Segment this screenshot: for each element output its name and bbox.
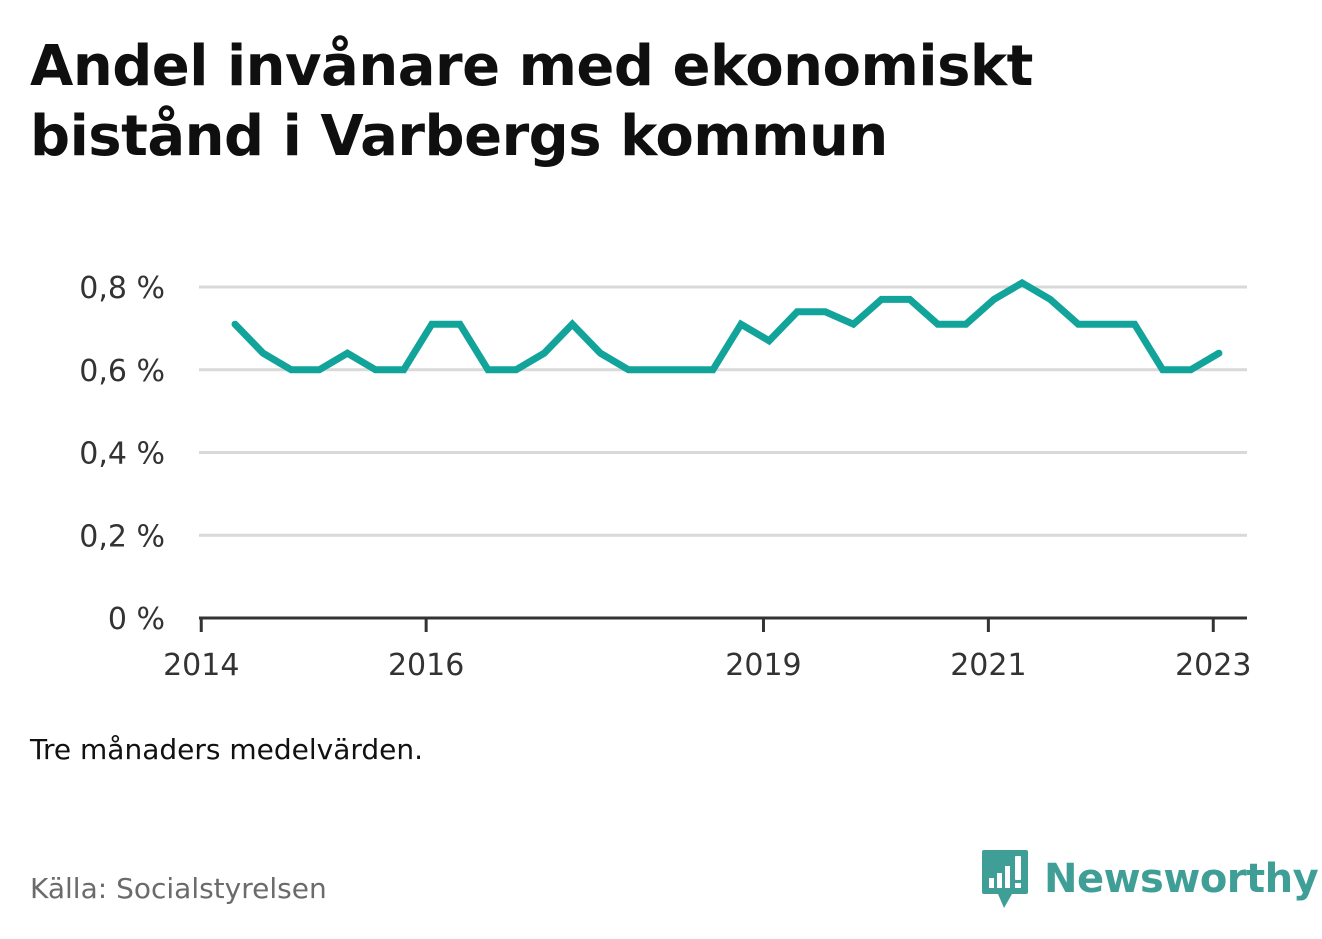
chart-title-line-2: bistånd i Varbergs kommun	[30, 104, 888, 169]
data-point	[544, 353, 545, 354]
data-point	[600, 353, 601, 354]
data-point	[459, 324, 460, 325]
data-point	[516, 369, 517, 370]
data-point	[937, 324, 938, 325]
series-line	[231, 278, 1223, 374]
x-axis	[199, 616, 1247, 632]
brand-name: Newsworthy	[1044, 856, 1319, 902]
x-tick-label: 2016	[388, 648, 464, 683]
data-point	[375, 369, 376, 370]
x-axis-tick-labels: 2014 2016 2019 2021 2023	[163, 648, 1251, 683]
chart-title-line-1: Andel invånare med ekonomiskt	[30, 34, 1033, 99]
data-point	[881, 299, 882, 300]
chart-note: Tre månaders medelvärden.	[30, 733, 424, 766]
data-point	[234, 324, 235, 325]
data-point	[1078, 324, 1079, 325]
data-point	[572, 324, 573, 325]
data-point	[1218, 353, 1219, 354]
series-layer	[231, 278, 1223, 374]
data-point	[769, 340, 770, 341]
data-point	[712, 369, 713, 370]
data-point	[993, 299, 994, 300]
y-tick-label: 0,8 %	[79, 271, 165, 306]
x-tick-label: 2019	[725, 648, 801, 683]
data-point	[319, 369, 320, 370]
data-point	[656, 369, 657, 370]
newsworthy-logo-icon	[982, 850, 1028, 908]
data-point	[797, 311, 798, 312]
data-point	[431, 324, 432, 325]
data-point	[740, 324, 741, 325]
data-point	[853, 324, 854, 325]
data-point	[825, 311, 826, 312]
x-tick-label: 2014	[163, 648, 239, 683]
data-point	[684, 369, 685, 370]
y-axis-tick-labels: 0 % 0,2 % 0,4 % 0,6 % 0,8 %	[79, 271, 165, 637]
source-credit: Källa: Socialstyrelsen	[30, 872, 327, 905]
y-tick-label: 0,6 %	[79, 354, 165, 389]
brand-logo: Newsworthy	[980, 846, 1319, 912]
data-point	[1162, 369, 1163, 370]
data-point	[628, 369, 629, 370]
y-tick-label: 0 %	[108, 602, 165, 637]
data-point	[1050, 299, 1051, 300]
data-point	[291, 369, 292, 370]
data-point	[1022, 282, 1023, 283]
data-point	[965, 324, 966, 325]
x-tick-label: 2023	[1175, 648, 1251, 683]
data-point	[909, 299, 910, 300]
line-chart: 0 % 0,2 % 0,4 % 0,6 % 0,8 % 2014 2016 2019 2021…	[79, 271, 1251, 683]
data-point	[1106, 324, 1107, 325]
data-point	[403, 369, 404, 370]
data-point	[1134, 324, 1135, 325]
data-point	[263, 353, 264, 354]
data-point	[487, 369, 488, 370]
chart-title: Andel invånare med ekonomiskt bistånd i …	[30, 32, 1230, 172]
data-point	[347, 353, 348, 354]
data-point	[1190, 369, 1191, 370]
x-tick-label: 2021	[950, 648, 1026, 683]
y-tick-label: 0,2 %	[79, 519, 165, 554]
y-tick-label: 0,4 %	[79, 437, 165, 472]
